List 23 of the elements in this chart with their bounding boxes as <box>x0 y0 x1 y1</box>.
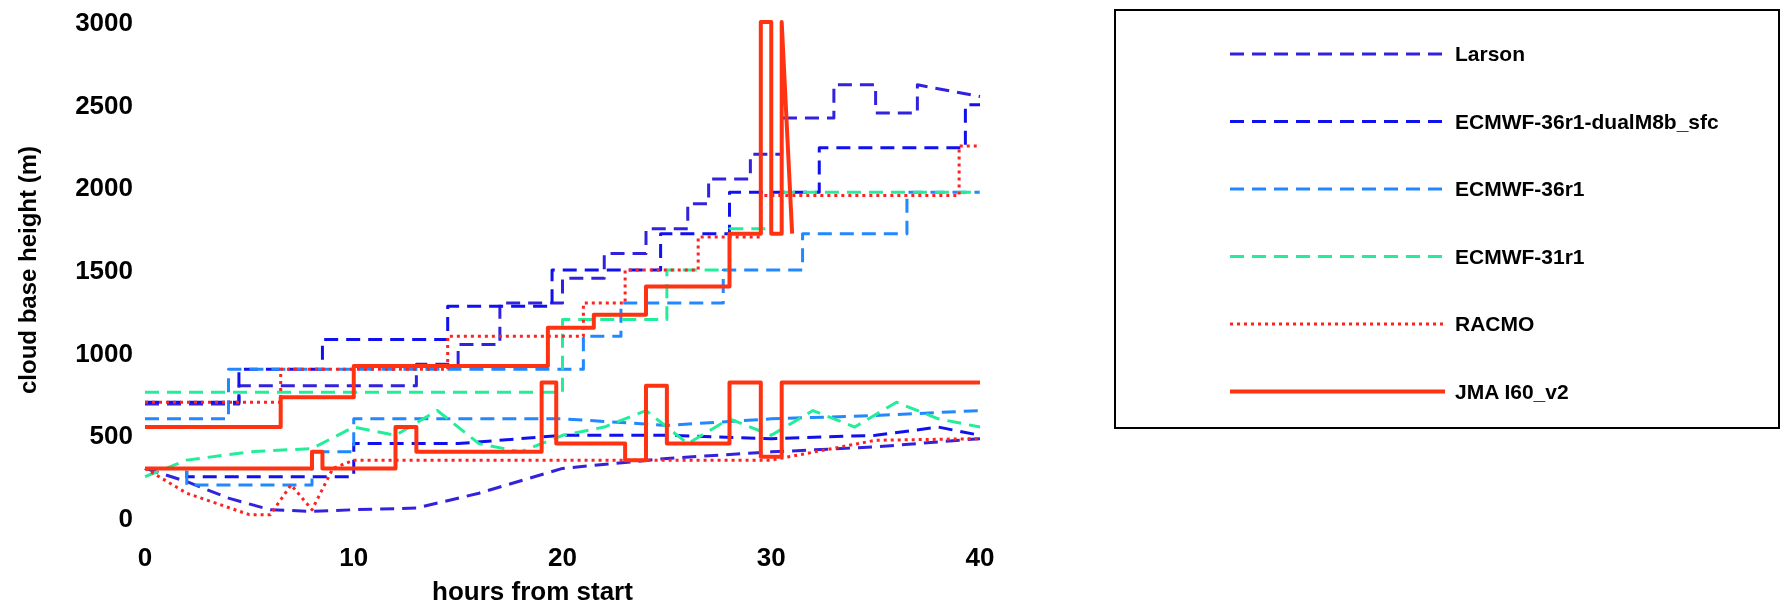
x-tick-label: 30 <box>756 542 786 572</box>
x-tick-label: 40 <box>965 542 995 572</box>
y-tick-label: 500 <box>89 420 133 451</box>
x-axis-title: hours from start <box>432 576 634 606</box>
line-series <box>143 400 982 479</box>
x-tick-label: 0 <box>137 542 153 572</box>
y-tick-label: 2500 <box>75 89 133 120</box>
line-series <box>143 20 795 430</box>
legend-label: ECMWF-31r1 <box>1455 244 1585 268</box>
y-axis-title: cloud base height (m) <box>14 145 41 395</box>
y-tick-label: 1500 <box>75 255 133 286</box>
y-tick-label: 2000 <box>75 172 133 203</box>
legend-label: JMA I60_v2 <box>1455 379 1569 403</box>
legend-label: RACMO <box>1455 312 1535 335</box>
y-tick-label: 0 <box>118 503 133 534</box>
x-tick-label: 10 <box>339 542 369 572</box>
legend-label: Larson <box>1455 42 1526 65</box>
line-series <box>143 380 982 471</box>
legend-label: ECMWF-36r1 <box>1455 177 1585 200</box>
y-tick-label: 1000 <box>75 337 133 368</box>
y-tick-label: 3000 <box>75 7 133 38</box>
x-tick-label: 20 <box>548 542 577 572</box>
legend-label: ECMWF-36r1-dualM8b_sfc <box>1455 109 1720 133</box>
